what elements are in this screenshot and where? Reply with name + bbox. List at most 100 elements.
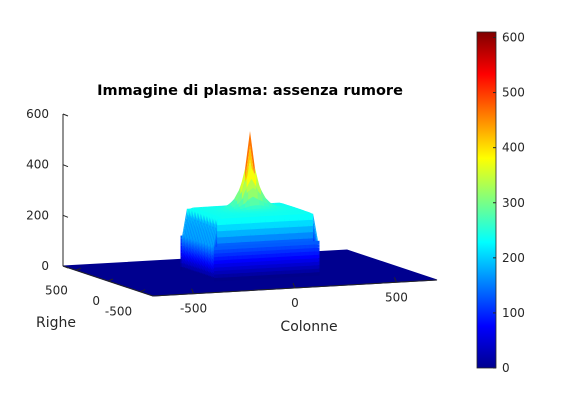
surface-patch	[247, 275, 253, 280]
surface-patch	[279, 233, 285, 241]
surface-patch	[281, 274, 286, 278]
surface-patch	[241, 223, 246, 230]
surface-patch	[188, 217, 193, 245]
surface-patch	[223, 259, 229, 264]
surface-patch	[294, 214, 299, 221]
surface-patch	[245, 145, 250, 189]
surface-patch	[252, 265, 258, 269]
surface-patch	[192, 212, 198, 243]
surface-patch	[194, 219, 199, 247]
surface-patch	[214, 256, 219, 261]
surface-patch	[247, 268, 253, 273]
surface-patch	[303, 226, 309, 233]
surface-patch	[274, 233, 280, 241]
surface-patch	[260, 222, 266, 229]
surface-patch	[255, 216, 261, 223]
surface-patch	[271, 253, 277, 258]
surface-patch	[186, 210, 192, 242]
surface-patch	[233, 245, 238, 250]
surface-patch	[266, 267, 272, 272]
surface-patch	[281, 256, 286, 261]
surface-patch	[228, 273, 234, 278]
surface-patch	[250, 216, 256, 224]
surface-patch	[252, 258, 258, 262]
surface-patch	[204, 222, 210, 251]
surface-patch	[218, 267, 224, 271]
surface-patch	[240, 167, 246, 197]
surface-patch	[217, 218, 222, 226]
surface-patch	[218, 277, 224, 282]
surface-patch	[257, 275, 262, 280]
surface-patch	[261, 268, 267, 272]
surface-patch	[241, 229, 246, 237]
surface-patch	[185, 209, 190, 241]
surface-patch	[250, 131, 255, 178]
surface-patch	[289, 233, 294, 240]
surface-patch	[206, 223, 212, 252]
surface-patch	[271, 271, 277, 275]
surface-patch	[218, 274, 224, 278]
surface-patch	[237, 276, 243, 281]
surface-patch	[284, 221, 290, 228]
surface-patch	[242, 255, 248, 259]
surface-patch	[185, 216, 190, 244]
surface-patch	[257, 261, 262, 266]
surface-patch	[197, 213, 203, 245]
surface-patch	[188, 210, 193, 242]
surface-patch	[255, 228, 261, 236]
surface-patch	[266, 250, 272, 255]
surface-patch	[276, 246, 282, 251]
surface-patch	[271, 274, 277, 279]
surface-patch	[203, 215, 209, 247]
surface-patch	[201, 215, 207, 247]
surface-patch	[261, 243, 267, 248]
surface-patch	[271, 267, 277, 272]
surface-patch	[212, 219, 218, 250]
surface-patch	[274, 227, 280, 235]
surface-patch	[200, 221, 206, 250]
surface-patch	[228, 245, 234, 250]
surface-patch	[298, 226, 304, 233]
surface-patch	[246, 235, 251, 242]
surface-patch	[257, 271, 262, 276]
surface-patch	[214, 249, 219, 254]
surface-patch	[201, 221, 207, 250]
surface-patch	[285, 266, 291, 271]
surface-patch	[252, 272, 258, 276]
surface-patch	[285, 263, 291, 267]
surface-patch	[228, 252, 234, 257]
surface-patch	[214, 277, 219, 282]
surface-patch	[308, 219, 314, 227]
surface-patch	[242, 244, 248, 249]
surface-patch	[261, 275, 267, 279]
surface-patch	[209, 224, 215, 253]
surface-patch	[237, 269, 243, 274]
surface-patch	[279, 227, 285, 234]
surface-patch	[255, 222, 261, 230]
surface-patch	[252, 251, 258, 255]
surface-patch	[223, 270, 229, 274]
surface-patch	[270, 228, 275, 235]
surface-patch	[212, 231, 218, 257]
surface-patch	[237, 252, 243, 256]
surface-patch	[228, 256, 234, 260]
surface-patch	[247, 265, 253, 270]
surface-patch	[252, 261, 258, 266]
surface-patch	[247, 272, 253, 277]
surface-patch	[242, 248, 248, 252]
surface-patch	[281, 242, 286, 247]
surface-patch	[260, 216, 266, 223]
surface-patch	[236, 229, 242, 237]
surface-patch	[222, 224, 227, 232]
surface-patch	[198, 220, 204, 249]
surface-patch	[303, 213, 309, 221]
surface-patch	[294, 226, 299, 234]
surface-patch	[206, 216, 212, 248]
surface-patch	[246, 217, 251, 224]
surface-patch	[284, 233, 290, 240]
surface-patch	[256, 177, 262, 199]
surface-patch	[242, 272, 248, 277]
surface-patch	[247, 258, 253, 263]
surface-patch	[257, 250, 262, 255]
surface-patch	[285, 273, 291, 278]
